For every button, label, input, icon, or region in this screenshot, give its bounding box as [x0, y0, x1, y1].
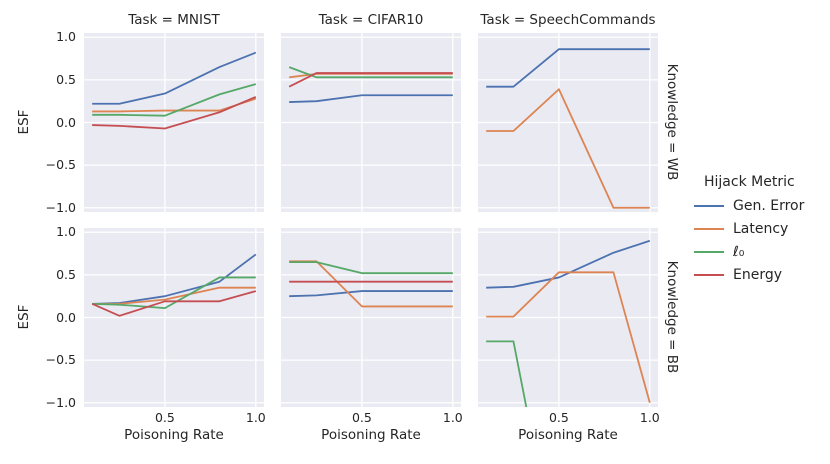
- facet-title-cifar10: Task = CIFAR10: [318, 12, 424, 28]
- panel-speechcommands-wb: [478, 33, 658, 212]
- legend-label: Energy: [733, 267, 783, 283]
- row-label-wb: Knowledge = WB: [664, 63, 680, 181]
- series-line: [486, 239, 651, 289]
- plot-area: [478, 33, 658, 212]
- legend-swatch-latency-line: [694, 228, 724, 230]
- x-axis-label-cifar10: Poisoning Rate: [321, 427, 421, 443]
- series-line: [486, 88, 650, 209]
- legend-entry-gen-error: Gen. Error: [694, 197, 804, 215]
- legend-swatch-energy-line: [694, 274, 724, 276]
- row-label-bb: Knowledge = BB: [664, 260, 680, 374]
- legend-title: Hijack Metric: [704, 174, 795, 190]
- legend-label: Gen. Error: [733, 198, 805, 214]
- plot-area: [281, 33, 461, 212]
- x-tick-label: 0.5: [548, 410, 569, 425]
- legend-label: Latency: [733, 221, 789, 237]
- plot-area: [281, 228, 461, 407]
- legend-entry-l0: ℓ₀: [694, 243, 804, 261]
- x-tick-label: 1.0: [639, 410, 660, 425]
- series-line: [91, 290, 257, 317]
- x-tick-label: 1.0: [442, 410, 463, 425]
- series-line: [92, 51, 257, 105]
- series-line: [288, 72, 453, 88]
- y-tick-label: −1.0: [45, 199, 76, 215]
- y-tick-label: 0.5: [56, 71, 76, 87]
- plot-area: [84, 228, 264, 407]
- plot-area: [84, 33, 264, 212]
- x-axis-label-speechcommands: Poisoning Rate: [518, 427, 618, 443]
- panel-cifar10-wb: [281, 33, 461, 212]
- facet-title-speechcommands: Task = SpeechCommands: [480, 12, 656, 28]
- series-line: [288, 66, 453, 79]
- series-line: [486, 48, 650, 88]
- panel-mnist-wb: [84, 33, 264, 212]
- series-line: [92, 83, 257, 117]
- plot-area: [478, 228, 658, 464]
- panel-speechcommands-bb: [478, 228, 658, 464]
- y-tick-label: 0.0: [56, 309, 76, 325]
- series-line: [486, 271, 651, 403]
- legend: Hijack Metric Gen. Error Latency ℓ₀ Ener…: [694, 174, 804, 289]
- legend-entry-energy: Energy: [694, 266, 804, 284]
- facet-title-mnist: Task = MNIST: [128, 12, 220, 28]
- y-tick-label: 0.0: [56, 114, 76, 130]
- y-tick-label: −1.0: [45, 394, 76, 410]
- legend-entry-latency: Latency: [694, 220, 804, 238]
- panel-cifar10-bb: [281, 228, 461, 407]
- series-line: [92, 96, 257, 130]
- series-line: [289, 290, 453, 298]
- y-tick-label: 0.5: [56, 266, 76, 282]
- series-line: [92, 276, 256, 310]
- series-line: [486, 340, 539, 464]
- y-tick-label: 1.0: [56, 29, 76, 45]
- y-tick-label: −0.5: [45, 352, 76, 368]
- legend-label: ℓ₀: [733, 244, 745, 260]
- y-tick-label: 1.0: [56, 224, 76, 240]
- legend-swatch-l0-line: [694, 251, 724, 253]
- x-tick-label: 1.0: [245, 410, 266, 425]
- x-tick-label: 0.5: [351, 410, 372, 425]
- legend-swatch-gen-error-line: [694, 205, 724, 207]
- series-line: [289, 94, 453, 103]
- x-axis-label-mnist: Poisoning Rate: [124, 427, 224, 443]
- panel-mnist-bb: [84, 228, 264, 407]
- y-tick-label: −0.5: [45, 157, 76, 173]
- x-tick-label: 0.5: [154, 410, 175, 425]
- series-line: [289, 261, 453, 275]
